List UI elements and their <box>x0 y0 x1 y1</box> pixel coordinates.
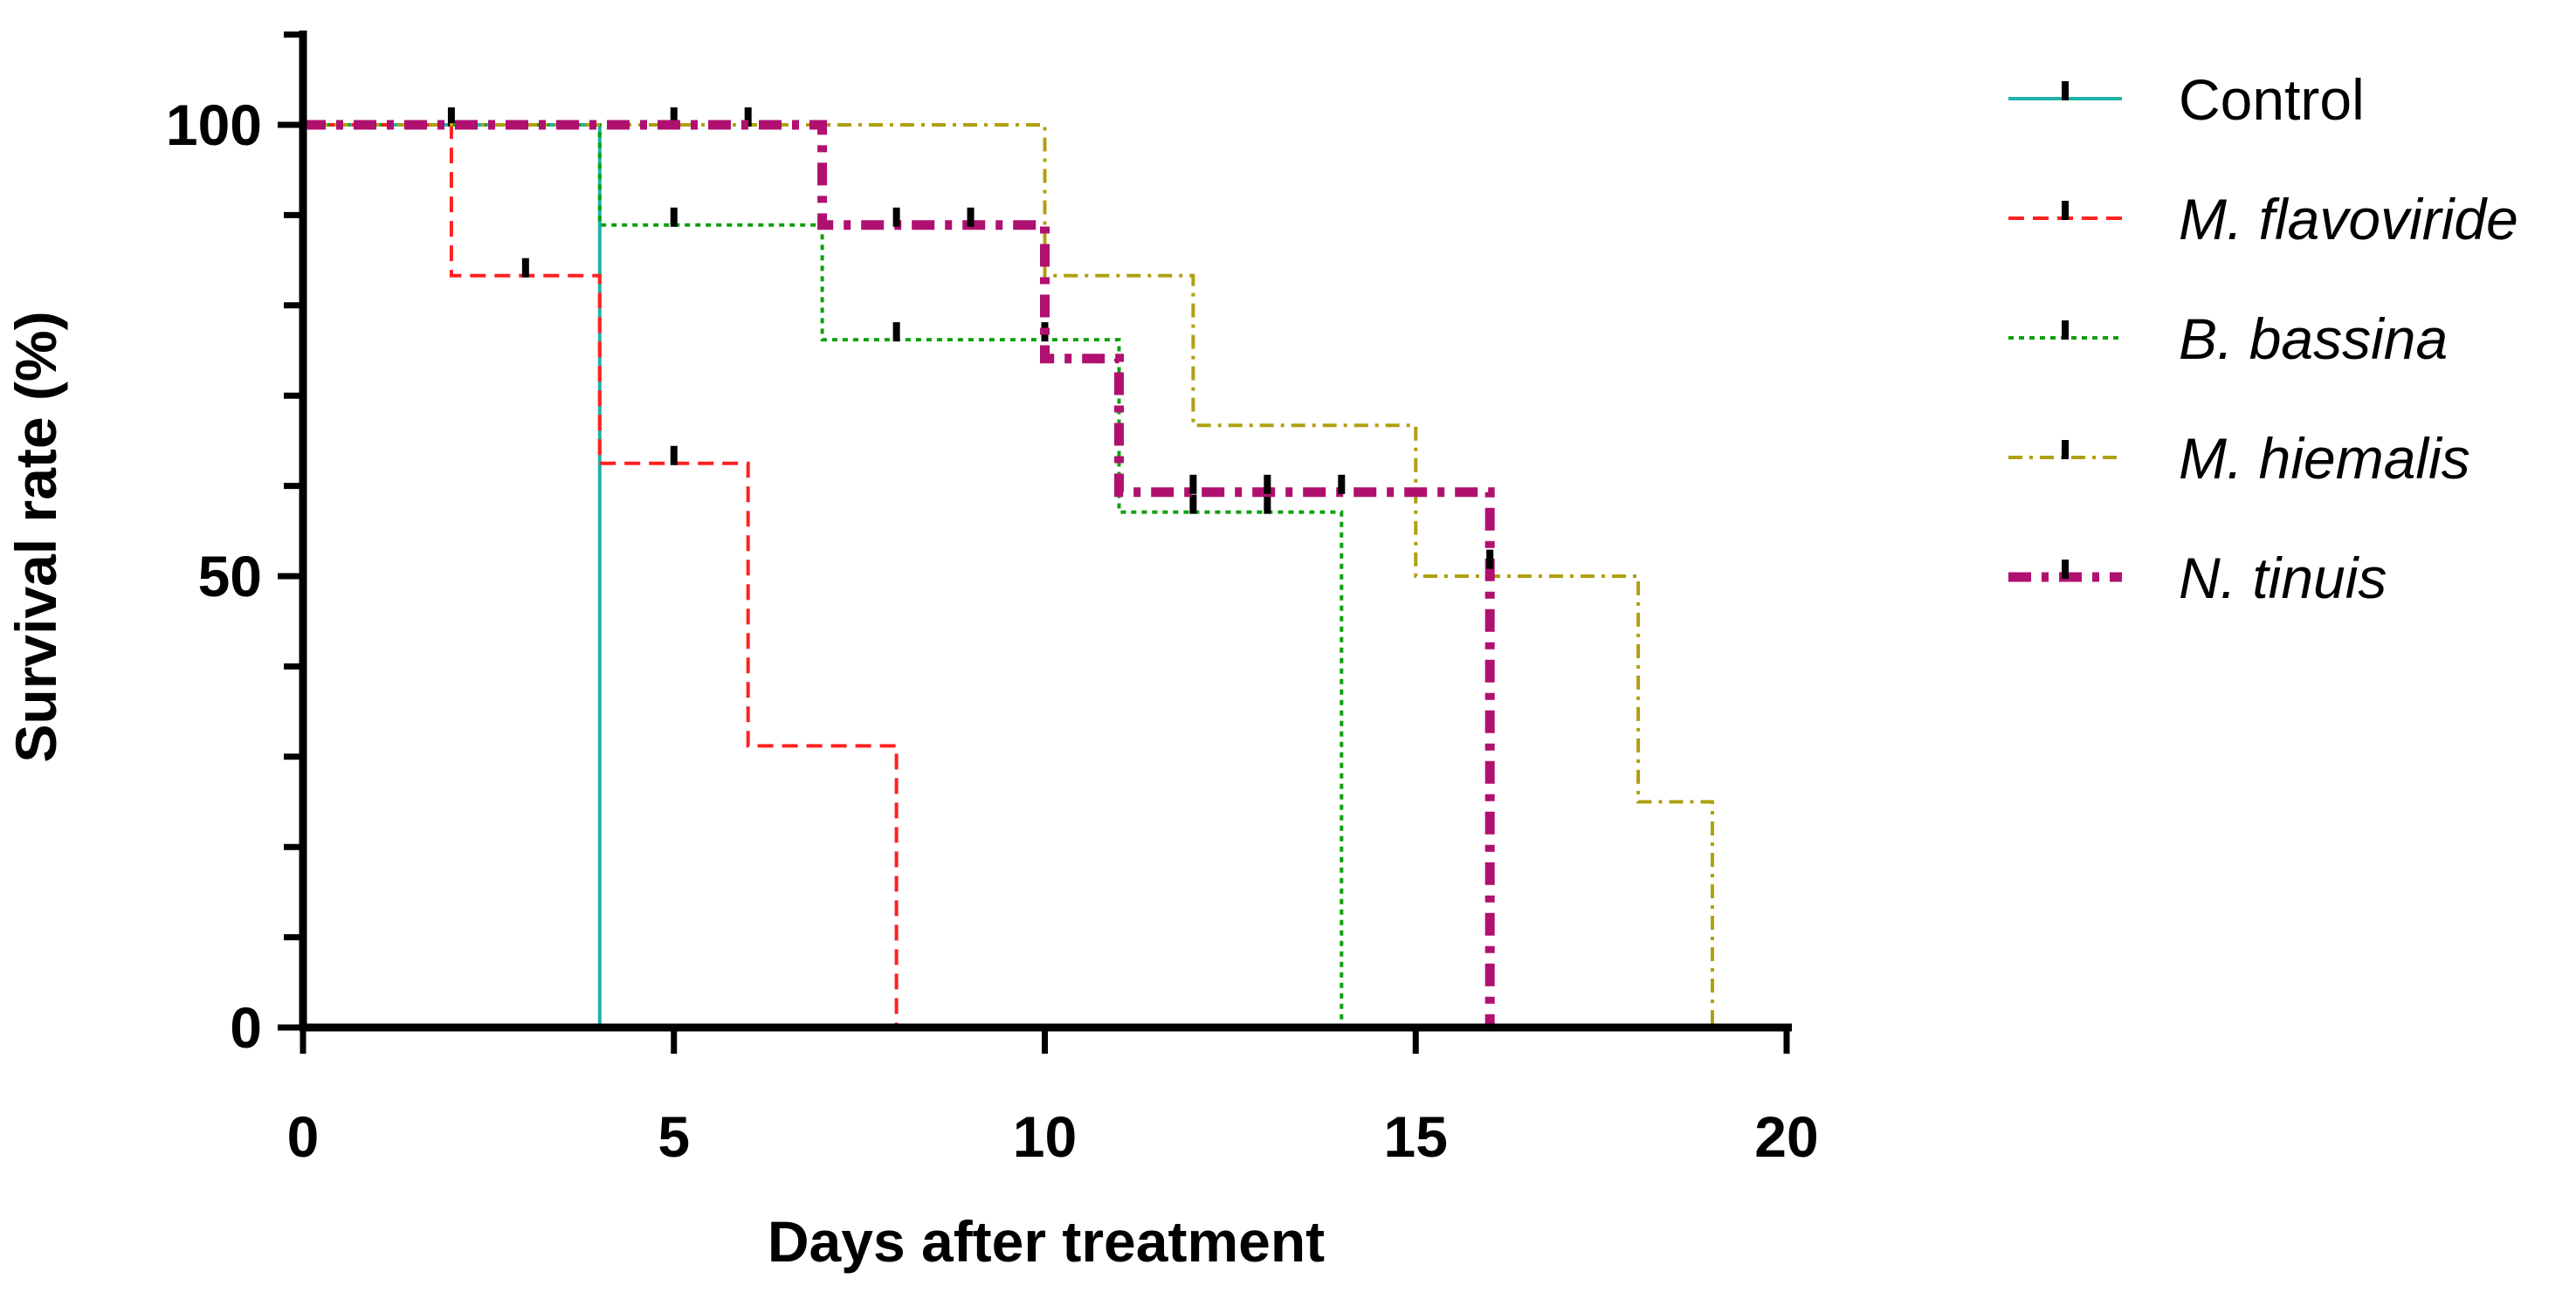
legend-item: B. bassina <box>2008 306 2448 371</box>
legend-label: N. tinuis <box>2179 546 2387 610</box>
legend-label: B. bassina <box>2179 306 2448 371</box>
survival-step-line <box>303 123 1344 1028</box>
legend-label: M. flavoviride <box>2179 187 2518 251</box>
y-tick-label: 0 <box>230 995 262 1060</box>
legend-item: M. flavoviride <box>2008 187 2518 251</box>
series-b-bassina <box>303 123 1344 1028</box>
series-m-flavoviride <box>303 123 899 1028</box>
x-tick-label: 0 <box>287 1104 320 1169</box>
x-tick-label: 10 <box>1013 1104 1077 1169</box>
legend-item: Control <box>2008 67 2365 132</box>
x-axis-title: Days after treatment <box>768 1209 1325 1274</box>
x-tick-label: 15 <box>1384 1104 1448 1169</box>
survival-step-line <box>303 123 899 1028</box>
legend-item: M. hiemalis <box>2008 426 2470 491</box>
legend-label: M. hiemalis <box>2179 426 2470 491</box>
legend-label: Control <box>2179 67 2365 132</box>
axes: 0 50 100 0 5 10 15 20 <box>166 31 1819 1169</box>
x-tick-label: 20 <box>1754 1104 1818 1169</box>
legend: Control M. flavoviride B. bassina M. hiemal… <box>2008 67 2518 610</box>
plot-area <box>303 107 1714 1028</box>
y-tick-label: 50 <box>198 544 262 608</box>
x-ticks: 0 5 10 15 20 <box>287 1028 1819 1169</box>
survival-step-line <box>303 120 1495 1028</box>
series-n-tinuis <box>303 120 1495 1028</box>
y-tick-label: 100 <box>166 93 262 157</box>
y-axis-title: Survival rate (%) <box>3 311 68 762</box>
y-ticks: 0 50 100 <box>166 31 303 1060</box>
series-m-hiemalis <box>303 107 1714 1028</box>
survival-step-line <box>303 123 1714 1028</box>
legend-item: N. tinuis <box>2008 546 2387 610</box>
x-tick-label: 5 <box>658 1104 690 1169</box>
